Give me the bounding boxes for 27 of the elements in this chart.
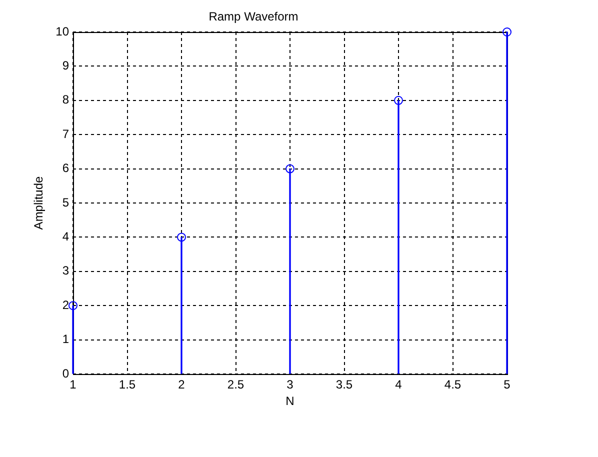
point xyxy=(502,28,512,36)
x-tick-label: 4 xyxy=(395,378,402,392)
y-tick-label: 5 xyxy=(62,195,70,210)
point xyxy=(177,232,186,242)
x-tick-label: 1.5 xyxy=(118,378,136,392)
x-tick-label: 3 xyxy=(286,378,294,392)
point xyxy=(286,164,294,174)
x-tick-label: 5 xyxy=(504,378,511,392)
y-tick-label: 8 xyxy=(62,92,70,107)
y-axis-title: Amplitude xyxy=(32,176,46,230)
x-axis-title: N xyxy=(286,394,294,408)
y-tick-label: 3 xyxy=(62,264,70,278)
y-tick-label: 10 xyxy=(56,24,70,38)
x-tick-label: 4.5 xyxy=(444,378,462,392)
y-tick-label: 4 xyxy=(62,230,70,244)
x-tick-label: 2 xyxy=(178,378,186,392)
chart-title: Ramp Waveform xyxy=(208,10,298,24)
point xyxy=(394,96,403,105)
point xyxy=(68,301,78,310)
y-tick-label: 2 xyxy=(62,298,70,312)
y-tick-label: 7 xyxy=(62,126,70,141)
y-tick-label: 1 xyxy=(62,332,70,346)
y-tick-label: 9 xyxy=(62,58,70,73)
x-tick-label: 2.5 xyxy=(227,378,244,392)
y-tick-label: 6 xyxy=(62,161,70,176)
x-tick-label: 3.5 xyxy=(336,378,353,392)
y-tick-label: 0 xyxy=(62,366,70,380)
